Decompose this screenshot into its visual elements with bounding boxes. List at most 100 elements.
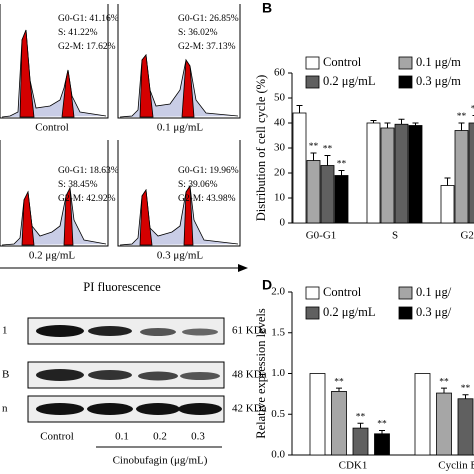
bar (380, 127, 395, 224)
y-tick-label: 10 (274, 192, 286, 204)
y-tick-label: 60 (274, 67, 286, 79)
legend-swatch (398, 306, 413, 320)
peak (139, 53, 195, 118)
y-tick-label: 0 (280, 217, 286, 229)
band (140, 328, 176, 336)
phase-text: G0-G1: 26.85% (178, 14, 239, 24)
frame (117, 4, 241, 119)
y-tick-label: 1.5 (271, 326, 285, 338)
band (138, 371, 178, 381)
error-bar (444, 177, 451, 186)
x-tick-label: G2- (460, 230, 474, 242)
y-axis-title: Relative expression levels (254, 308, 268, 439)
band (178, 403, 222, 415)
legend-swatch (398, 75, 413, 89)
band (182, 328, 218, 336)
band (136, 403, 180, 415)
phase-text: G2-M: 17.62% (58, 42, 116, 52)
y-tick-label: 0.5 (271, 408, 285, 420)
protein-label: B (2, 369, 9, 381)
bar (309, 373, 326, 456)
phase-text: G2-M: 37.13% (178, 42, 236, 52)
y-tick-label: 20 (274, 167, 286, 179)
band (36, 403, 84, 415)
y-tick-label: 2.0 (271, 286, 285, 298)
protein-label: 1 (2, 325, 8, 337)
legend-label: 0.2 μg/mL (323, 74, 376, 88)
significance: ** (461, 384, 471, 394)
error-bar (412, 122, 419, 126)
error-bar (370, 120, 377, 123)
bar (454, 130, 469, 224)
error-bar (458, 122, 465, 131)
legend-label: 0.3 μg/ (416, 305, 452, 319)
plot-label: 0.2 μg/mL (29, 250, 76, 262)
y-tick-label: 40 (274, 117, 286, 129)
phase-text: G0-G1: 18.63% (58, 166, 119, 176)
bar (440, 185, 455, 224)
bar (436, 392, 452, 456)
y-tick-label: 0.0 (271, 449, 285, 461)
significance: ** (337, 160, 347, 170)
panel-letter: D (262, 277, 272, 293)
frame (117, 140, 241, 247)
legend-swatch (305, 75, 320, 89)
significance: ** (309, 142, 319, 152)
bar (408, 125, 423, 224)
lane-label: Control (40, 431, 74, 443)
bar (334, 175, 349, 224)
y-axis-title: Distribution of cell cycle (%) (254, 75, 268, 221)
plot-label: 0.3 μg/mL (157, 250, 204, 262)
error-bar (462, 394, 469, 399)
frame (0, 4, 109, 119)
significance: ** (439, 377, 449, 387)
phase-text: G2-M: 42.92% (58, 194, 116, 204)
lane-label: 0.2 (153, 431, 167, 443)
bar (394, 123, 409, 224)
size-label: 42 KDa (232, 403, 267, 415)
error-bar (384, 122, 391, 128)
bar (306, 160, 321, 224)
lane-label: 0.1 (115, 431, 129, 443)
error-bar (324, 155, 331, 166)
legend-swatch (398, 286, 413, 300)
legend-label: 0.1 μg/m (416, 55, 461, 69)
error-bar (310, 152, 317, 161)
y-tick-label: 50 (274, 92, 286, 104)
phase-text: S: 38.45% (58, 180, 98, 190)
error-bar (338, 170, 345, 176)
trace (119, 53, 239, 118)
bar (320, 165, 335, 224)
lane-label: 0.3 (191, 431, 205, 443)
significance: ** (457, 112, 467, 122)
histogram-traces (1, 29, 239, 246)
significance: ** (377, 420, 387, 430)
legend-label: 0.1 μg/ (416, 285, 452, 299)
phase-text: G0-G1: 19.96% (178, 166, 239, 176)
plot-label: 0.1 μg/mL (157, 122, 204, 134)
legend-label: 0.3 μg/m (416, 74, 461, 88)
size-label: 48 KDa (232, 369, 267, 381)
band (88, 370, 132, 380)
size-label: 61 KDa (232, 325, 267, 337)
significance: ** (323, 145, 333, 155)
peak (21, 186, 74, 246)
error-bar (441, 387, 447, 394)
band (36, 325, 84, 337)
peak (139, 184, 194, 246)
bar (374, 433, 390, 456)
error-bar (336, 387, 342, 392)
histograms (0, 4, 241, 247)
legend-swatch (305, 286, 320, 300)
error-bar (398, 118, 405, 125)
bar (457, 398, 474, 456)
legend-swatch (305, 306, 320, 320)
significance: ** (471, 105, 474, 115)
legend-label: 0.2 μg/mL (323, 305, 376, 319)
error-bar (296, 105, 303, 113)
significance: ** (356, 412, 366, 422)
band (88, 326, 132, 336)
significance: ** (334, 377, 344, 387)
bar (414, 373, 431, 456)
bar (468, 122, 474, 224)
